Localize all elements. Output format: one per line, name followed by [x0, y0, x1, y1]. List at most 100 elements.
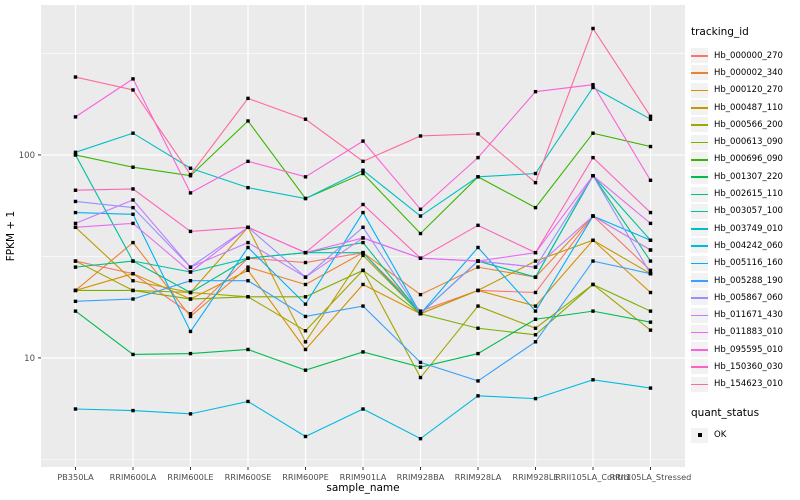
x-tick-label: RRIM600LE: [167, 472, 213, 482]
data-point: [648, 259, 653, 263]
legend-key: [691, 100, 708, 116]
data-point: [131, 131, 135, 135]
data-point: [476, 223, 480, 228]
data-point: [418, 309, 423, 313]
legend-item: Hb_154623_010: [691, 376, 799, 393]
x-axis-title: sample_name: [326, 482, 399, 494]
data-point: [361, 171, 365, 176]
legend-line-swatch-icon: [691, 297, 708, 299]
x-tick-label: PB350LA: [57, 472, 94, 482]
data-point: [361, 210, 365, 215]
legend-line-swatch-icon: [691, 107, 708, 109]
data-point: [188, 191, 193, 195]
data-point: [648, 144, 653, 149]
legend-line-swatch-icon: [691, 366, 708, 369]
legend-key: [691, 48, 708, 64]
data-point: [131, 297, 135, 301]
data-point: [361, 268, 365, 273]
data-point: [73, 115, 78, 119]
data-point: [131, 279, 135, 283]
data-point: [648, 309, 653, 313]
legend-title-tracking-id: tracking_id: [691, 26, 749, 38]
data-point: [648, 221, 653, 226]
data-point: [73, 188, 78, 192]
data-point: [246, 295, 250, 299]
data-point: [418, 134, 423, 138]
data-point: [188, 351, 193, 356]
x-tick-label: RRIM928LA: [455, 472, 502, 482]
data-point: [361, 250, 365, 255]
data-point: [303, 329, 308, 333]
quant-ok-label: OK: [714, 430, 727, 441]
legend-item-label: Hb_005116_160: [714, 258, 783, 269]
data-point: [131, 212, 135, 216]
legend-key: [691, 221, 708, 237]
data-point: [533, 333, 538, 337]
legend-item: Hb_003057_100: [691, 203, 799, 220]
x-tick-label: RRIM928BA: [397, 472, 445, 482]
data-point: [188, 279, 193, 283]
data-point: [591, 214, 595, 218]
legend-key: [691, 255, 708, 271]
legend-item: Hb_004242_060: [691, 237, 799, 254]
data-point: [73, 309, 78, 313]
data-point: [533, 250, 538, 255]
data-point: [73, 407, 78, 411]
quant-ok-key: [691, 427, 708, 443]
legend-item-label: Hb_011671_430: [714, 310, 783, 321]
legend: tracking_id Hb_000000_270 Hb_000002_340 Hb…: [691, 26, 799, 444]
data-point: [246, 279, 250, 283]
data-point: [361, 304, 365, 308]
legend-item: Hb_011883_010: [691, 324, 799, 341]
legend-item: Hb_005867_060: [691, 289, 799, 306]
data-point: [188, 312, 193, 316]
data-point: [418, 231, 423, 236]
data-point: [533, 171, 538, 176]
data-point: [73, 75, 78, 79]
data-point: [73, 199, 78, 204]
legend-key: [691, 290, 708, 306]
legend-item-label: Hb_005867_060: [714, 292, 783, 303]
data-point: [246, 225, 250, 230]
data-point: [246, 119, 250, 123]
data-point: [533, 275, 538, 279]
data-point: [418, 360, 423, 365]
data-point: [648, 114, 653, 119]
data-point: [476, 155, 480, 160]
legend-key: [691, 342, 708, 358]
data-point: [533, 180, 538, 185]
data-point: [303, 340, 308, 344]
data-point: [476, 288, 480, 293]
data-point: [73, 288, 78, 293]
legend-line-swatch-icon: [691, 331, 708, 334]
data-point: [131, 352, 135, 357]
data-point: [418, 292, 423, 297]
data-point: [73, 265, 78, 269]
data-point: [73, 210, 78, 215]
x-tick-label: RRIM928LE: [512, 472, 558, 482]
data-point: [188, 297, 193, 301]
data-point: [188, 412, 193, 416]
data-point: [418, 256, 423, 260]
data-point: [303, 347, 308, 352]
legend-line-swatch-icon: [691, 158, 708, 161]
data-point: [188, 229, 193, 234]
data-point: [303, 117, 308, 121]
data-point: [131, 271, 135, 276]
legend-line-swatch-icon: [691, 228, 708, 230]
legend-title-quant-status: quant_status: [691, 406, 760, 419]
data-point: [648, 210, 653, 215]
data-point: [591, 174, 595, 178]
data-point: [533, 259, 538, 263]
legend-key: [691, 169, 708, 185]
data-point: [648, 386, 653, 390]
data-point: [418, 207, 423, 211]
data-point: [648, 271, 653, 276]
data-point: [131, 288, 135, 293]
legend-line-swatch-icon: [691, 72, 708, 75]
data-point: [73, 225, 78, 230]
legend-line-swatch-icon: [691, 349, 708, 351]
legend-item-label: Hb_011883_010: [714, 327, 783, 338]
data-point: [361, 253, 365, 258]
data-point: [246, 240, 250, 245]
